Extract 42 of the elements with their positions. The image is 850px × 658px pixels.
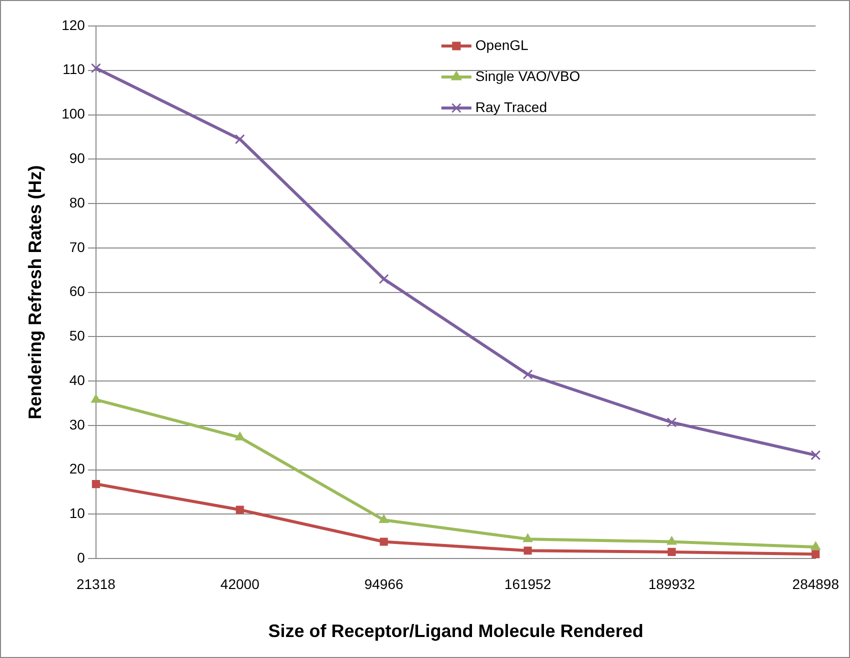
x-tick-label: 189932 (648, 576, 696, 592)
point (522, 534, 533, 542)
point (666, 417, 677, 428)
legend-label: OpenGL (475, 36, 529, 53)
point (810, 542, 820, 550)
point (666, 536, 677, 545)
y-tick-label: 40 (69, 372, 86, 388)
x-tick-label: 161952 (504, 576, 552, 592)
legend-label: Ray Traced (475, 98, 547, 115)
y-tick-label: 110 (62, 61, 86, 78)
y-axis-title: Rendering Refresh Rates (Hz) (24, 165, 45, 420)
point (236, 506, 244, 514)
point (378, 274, 389, 284)
legend-label: Single VAO/VBO (475, 68, 580, 84)
point (90, 63, 101, 74)
y-tick-label: 80 (69, 194, 86, 210)
point (235, 432, 245, 440)
point (92, 480, 100, 488)
point (380, 538, 388, 546)
point (522, 369, 533, 380)
y-tick-label: 10 (69, 505, 86, 522)
point (668, 548, 676, 556)
point (91, 394, 101, 403)
y-tick-label: 100 (62, 106, 86, 122)
x-tick-label: 284898 (792, 576, 840, 592)
x-tick-label: 94966 (364, 576, 404, 592)
y-tick-label: 20 (69, 460, 86, 477)
y-tick-label: 70 (69, 238, 86, 255)
x-axis-title: Size of Receptor/Ligand Molecule Rendered (268, 621, 644, 642)
x-tick-label: 42000 (220, 576, 260, 592)
point (812, 550, 820, 558)
point (379, 514, 389, 523)
y-tick-label: 0 (77, 549, 86, 566)
y-tick-label: 30 (69, 416, 86, 432)
y-tick-label: 60 (69, 283, 86, 300)
x-tick-label: 21318 (76, 576, 116, 592)
y-tick-label: 50 (69, 328, 86, 344)
point (810, 450, 821, 460)
y-tick-label: 90 (69, 150, 86, 166)
y-tick-label: 120 (62, 16, 86, 33)
point (524, 546, 532, 555)
point (234, 134, 245, 144)
